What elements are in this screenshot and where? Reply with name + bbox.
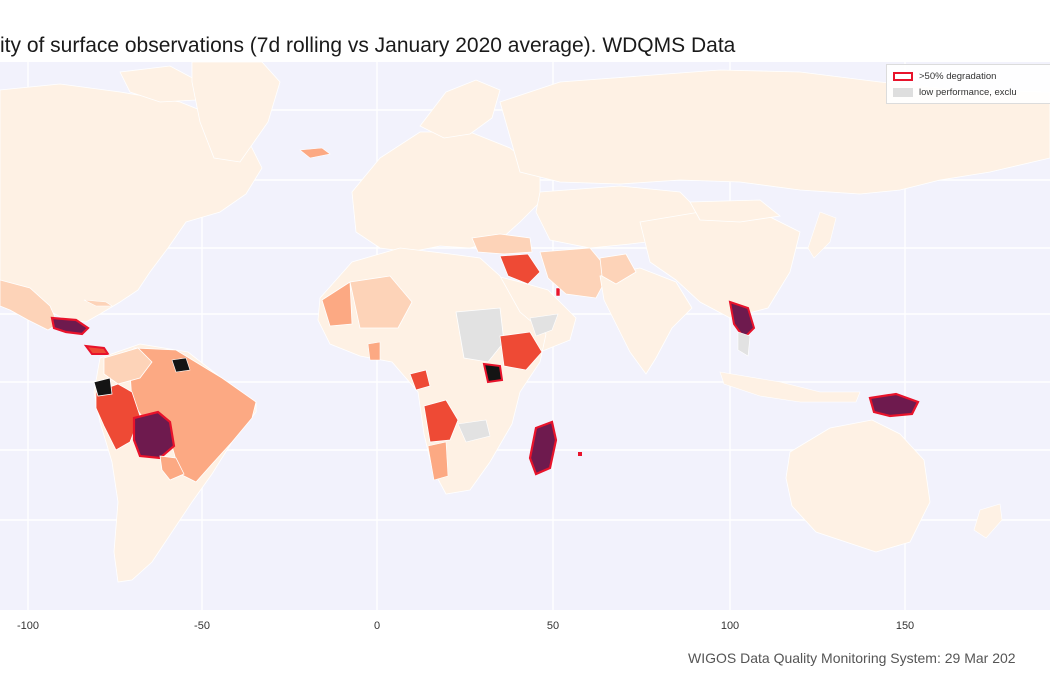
indonesia [719,371,861,403]
legend-swatch-grey [893,88,913,97]
ethiopia [499,331,543,371]
cameroon-gabon [409,369,431,391]
thailand [737,331,751,357]
cuba [83,299,113,307]
paraguay [159,455,185,481]
legend-label: low performance, exclu [919,87,1017,98]
greenland [191,62,281,163]
suriname [171,357,191,373]
mongolia [689,199,781,223]
map-title: ity of surface observations (7d rolling … [0,34,736,57]
zambia-excluded [457,419,491,443]
somalia-excluded [529,313,559,337]
scandinavia [419,79,501,139]
central-america [50,316,90,336]
algeria-west [321,281,353,327]
x-tick-label: -50 [194,620,210,632]
syria-iraq [499,253,541,285]
x-tick-label: 150 [895,620,915,632]
laos-vietnam [728,300,756,340]
footer-attribution: WIGOS Data Quality Monitoring System: 29… [688,650,1016,666]
mali-region [349,275,413,329]
bolivia [132,410,176,460]
mauritius [578,452,582,456]
ecuador [93,377,113,397]
sahel-excluded [455,307,505,363]
legend: >50% degradation low performance, exclu [886,64,1050,104]
ghana [367,341,381,361]
india [599,267,693,375]
namibia [427,441,449,481]
x-tick-label: 50 [546,620,560,632]
legend-label: >50% degradation [919,71,997,82]
venezuela-colombia [103,347,153,385]
legend-swatch-red-outline [893,72,913,81]
madagascar [528,420,558,476]
x-tick-label: 100 [720,620,740,632]
map-svg [0,62,1050,610]
mexico [0,279,59,331]
japan [807,211,837,259]
papua-new-guinea [868,392,920,418]
iceland [299,147,331,159]
panama-costa-rica [83,344,110,355]
new-zealand [973,503,1003,539]
angola [423,399,459,443]
uganda-kenya [482,362,504,384]
turkey [471,233,533,255]
choropleth-map [0,62,1050,610]
legend-item-degradation: >50% degradation [893,71,996,82]
legend-item-excluded: low performance, exclu [893,87,1017,98]
qatar [555,287,561,297]
peru [95,383,141,451]
x-tick-label: 0 [373,620,381,632]
pakistan [599,253,637,285]
x-tick-label: -100 [16,620,40,632]
australia [785,419,931,553]
